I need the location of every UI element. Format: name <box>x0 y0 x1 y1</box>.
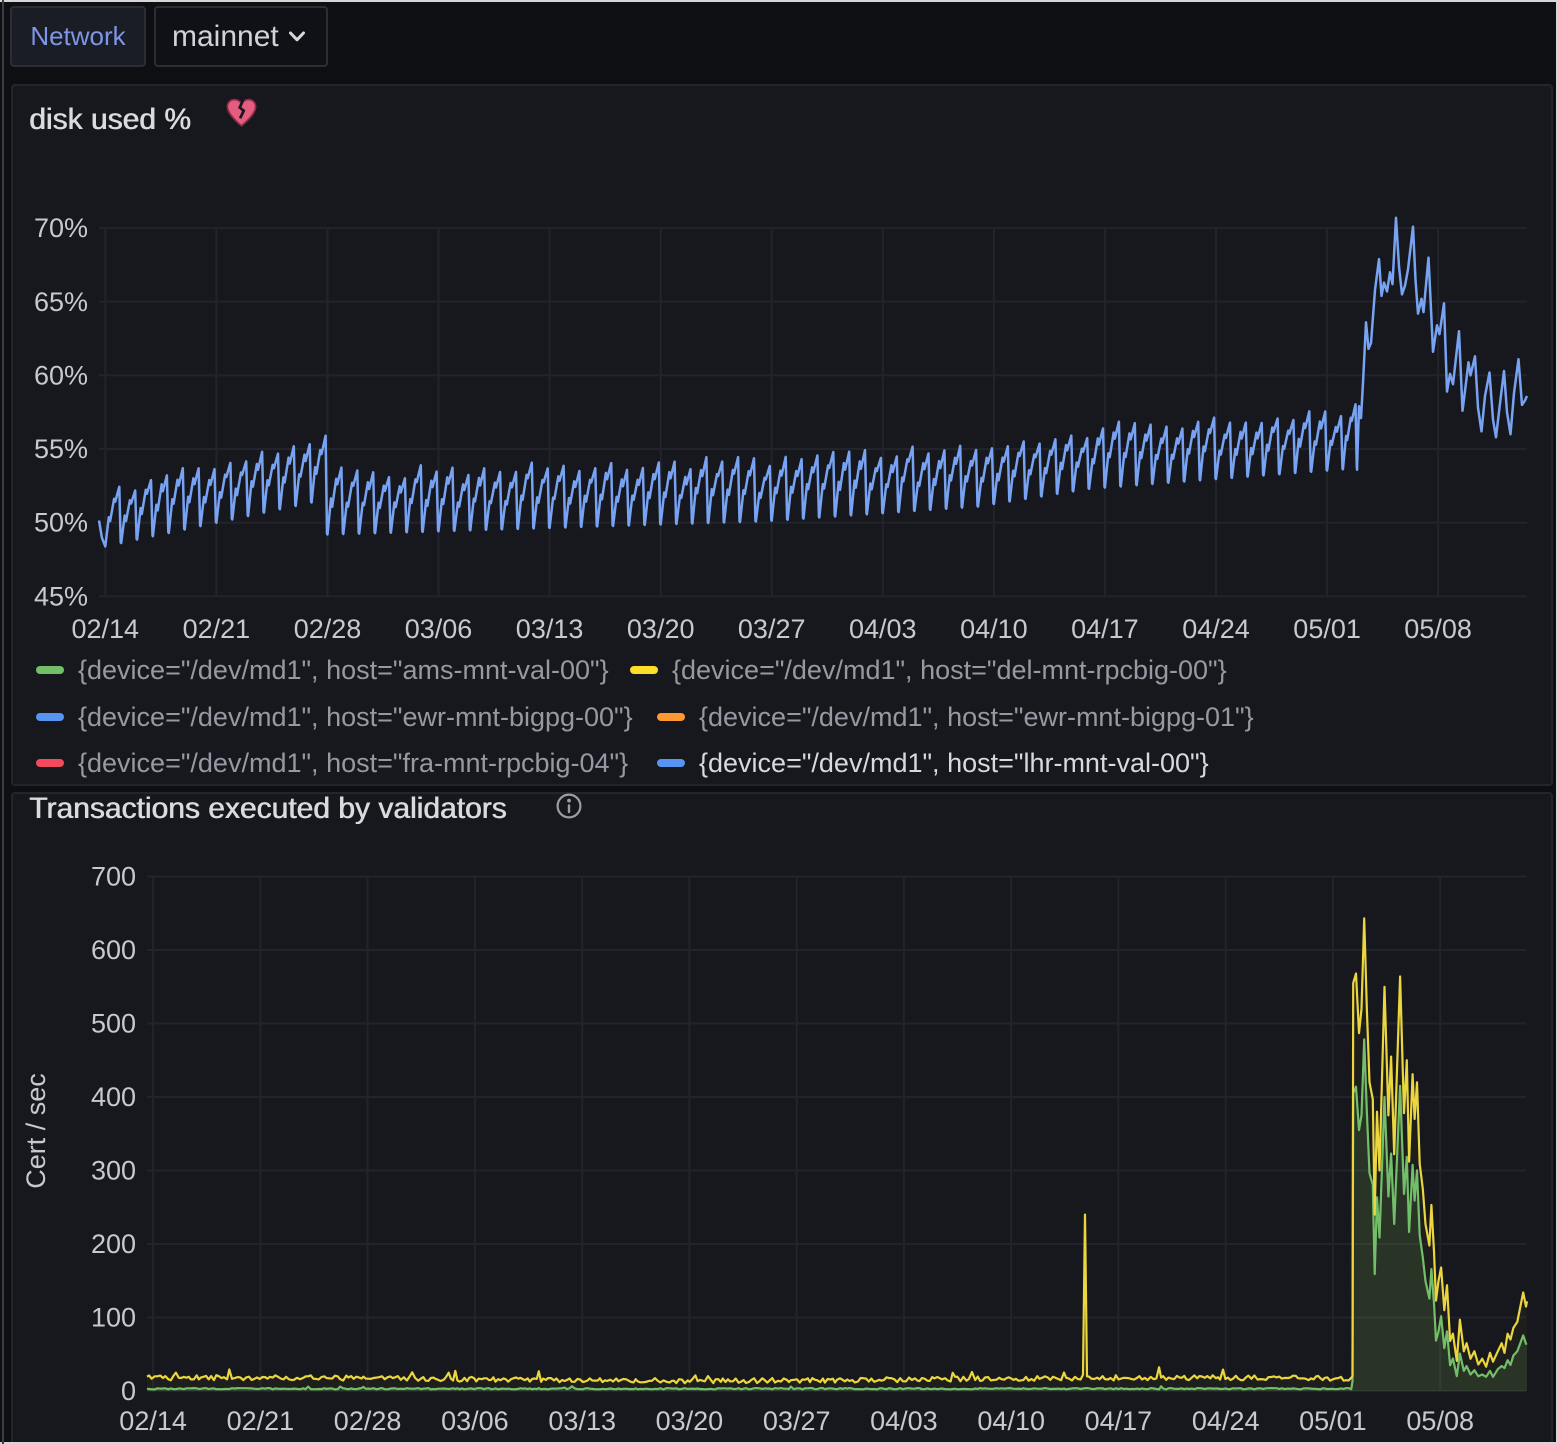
svg-text:02/28: 02/28 <box>294 614 362 644</box>
svg-text:05/08: 05/08 <box>1404 614 1472 644</box>
svg-text:04/03: 04/03 <box>870 1406 938 1436</box>
svg-text:05/08: 05/08 <box>1406 1406 1474 1436</box>
svg-text:02/21: 02/21 <box>183 614 251 644</box>
svg-text:05/01: 05/01 <box>1299 1406 1367 1436</box>
svg-text:03/27: 03/27 <box>763 1406 831 1436</box>
svg-text:02/14: 02/14 <box>72 614 140 644</box>
svg-text:03/06: 03/06 <box>405 614 473 644</box>
svg-text:04/17: 04/17 <box>1085 1406 1153 1436</box>
svg-text:03/06: 03/06 <box>441 1406 509 1436</box>
svg-text:Cert / sec: Cert / sec <box>21 1073 51 1189</box>
svg-text:03/13: 03/13 <box>548 1406 616 1436</box>
svg-text:03/20: 03/20 <box>656 1406 724 1436</box>
svg-text:400: 400 <box>91 1082 136 1112</box>
svg-text:200: 200 <box>91 1229 136 1259</box>
svg-text:04/24: 04/24 <box>1192 1406 1260 1436</box>
svg-text:03/20: 03/20 <box>627 614 695 644</box>
svg-text:03/27: 03/27 <box>738 614 806 644</box>
svg-text:65%: 65% <box>34 287 88 317</box>
svg-text:50%: 50% <box>34 508 88 538</box>
svg-text:02/14: 02/14 <box>119 1406 187 1436</box>
svg-text:70%: 70% <box>34 213 88 243</box>
svg-text:05/01: 05/01 <box>1293 614 1361 644</box>
svg-text:04/03: 04/03 <box>849 614 917 644</box>
svg-text:04/24: 04/24 <box>1182 614 1250 644</box>
svg-text:60%: 60% <box>34 360 88 390</box>
svg-text:500: 500 <box>91 1009 136 1039</box>
svg-text:45%: 45% <box>34 581 88 611</box>
svg-text:300: 300 <box>91 1156 136 1186</box>
svg-text:600: 600 <box>91 935 136 965</box>
svg-text:700: 700 <box>91 862 136 892</box>
svg-text:02/28: 02/28 <box>334 1406 402 1436</box>
svg-text:04/10: 04/10 <box>977 1406 1045 1436</box>
svg-text:03/13: 03/13 <box>516 614 584 644</box>
svg-text:04/10: 04/10 <box>960 614 1028 644</box>
svg-text:0: 0 <box>121 1376 136 1406</box>
svg-text:55%: 55% <box>34 434 88 464</box>
svg-text:100: 100 <box>91 1303 136 1333</box>
svg-text:02/21: 02/21 <box>227 1406 295 1436</box>
svg-text:04/17: 04/17 <box>1071 614 1139 644</box>
